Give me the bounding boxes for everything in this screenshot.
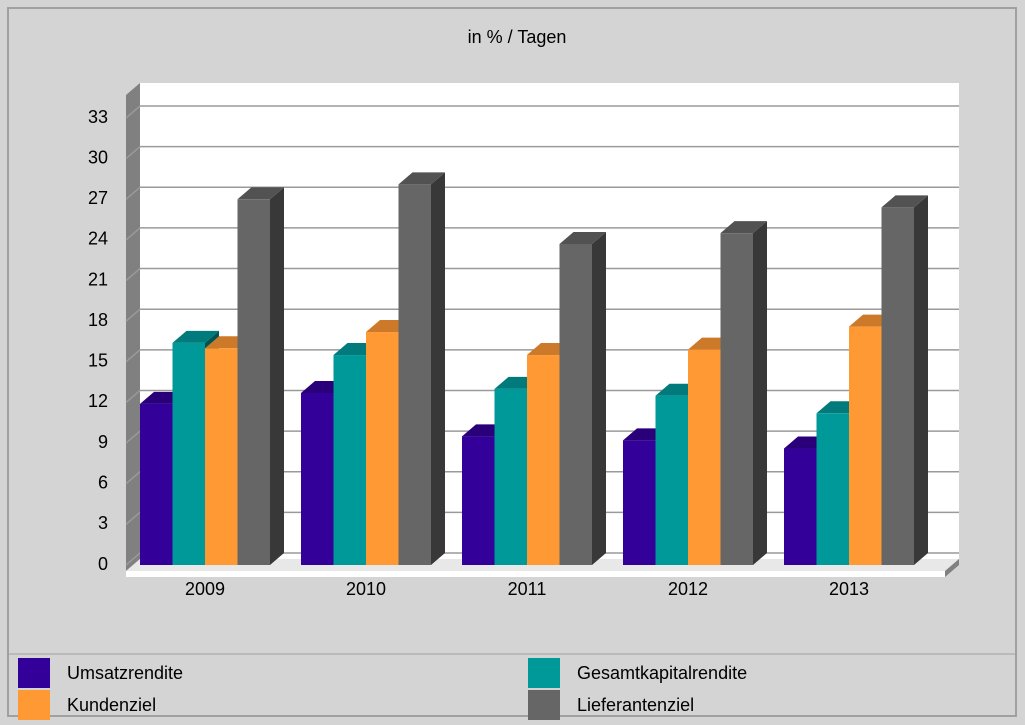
x-tick-label: 2012 <box>668 579 708 599</box>
legend-swatch <box>528 690 560 720</box>
chart-title: in % / Tagen <box>468 27 567 47</box>
bar <box>784 448 817 565</box>
left-wall <box>126 82 140 572</box>
bar <box>623 440 656 565</box>
bar-top <box>398 172 445 185</box>
legend-swatch <box>528 658 560 688</box>
grid-line <box>125 105 959 119</box>
y-tick-label: 27 <box>88 188 108 208</box>
bar <box>559 243 592 565</box>
y-tick-label: 3 <box>98 513 108 533</box>
legend-label: Lieferantenziel <box>577 695 694 715</box>
bar <box>301 392 334 565</box>
bar <box>816 413 849 565</box>
bar <box>140 403 173 565</box>
legend-label: Gesamtkapitalrendite <box>577 663 747 683</box>
grid-line <box>125 227 959 241</box>
y-tick-label: 0 <box>98 554 108 574</box>
y-tick-label: 15 <box>88 351 108 371</box>
x-tick-label: 2013 <box>829 579 869 599</box>
y-tick-label: 12 <box>88 391 108 411</box>
bar-top <box>559 231 606 244</box>
bar-top <box>172 330 219 343</box>
grid-line <box>125 308 959 322</box>
x-tick-label: 2009 <box>185 579 225 599</box>
bar <box>333 355 366 565</box>
frame <box>7 7 1017 717</box>
bar-top <box>237 187 284 200</box>
bar-side <box>431 172 445 565</box>
legend-swatch <box>18 658 50 688</box>
bar <box>494 388 527 565</box>
bar <box>655 395 688 565</box>
bar <box>881 207 914 566</box>
y-tick-label: 30 <box>88 147 108 167</box>
grid-line <box>125 267 959 282</box>
y-tick-label: 9 <box>98 432 108 452</box>
bar <box>237 199 270 565</box>
y-tick-label: 24 <box>88 229 108 249</box>
bar <box>398 184 431 565</box>
bar <box>366 332 399 565</box>
bar <box>172 342 205 565</box>
floor-side <box>945 559 959 577</box>
legend-swatch <box>18 690 50 720</box>
bar <box>527 355 560 565</box>
bar <box>849 326 882 565</box>
floor-edge <box>126 571 945 577</box>
x-tick-label: 2011 <box>508 579 547 599</box>
x-tick-label: 2010 <box>346 579 386 599</box>
bar <box>688 349 721 565</box>
legend-label: Kundenziel <box>67 695 156 715</box>
bar <box>720 233 753 565</box>
grid-line <box>125 186 959 200</box>
bar-top <box>881 195 928 208</box>
y-tick-label: 6 <box>98 472 108 492</box>
bar <box>462 436 495 565</box>
bar-side <box>592 231 606 565</box>
y-tick-label: 21 <box>88 269 108 289</box>
y-tick-label: 18 <box>88 310 108 330</box>
bar-side <box>270 187 284 565</box>
legend-label: Umsatzrendite <box>67 663 183 683</box>
bar <box>205 348 238 565</box>
grid-line <box>125 145 959 160</box>
y-tick-label: 33 <box>88 107 108 127</box>
bar-top <box>720 221 767 234</box>
bar-side <box>914 195 928 566</box>
bar-side <box>753 221 767 565</box>
grid-line <box>125 349 959 363</box>
